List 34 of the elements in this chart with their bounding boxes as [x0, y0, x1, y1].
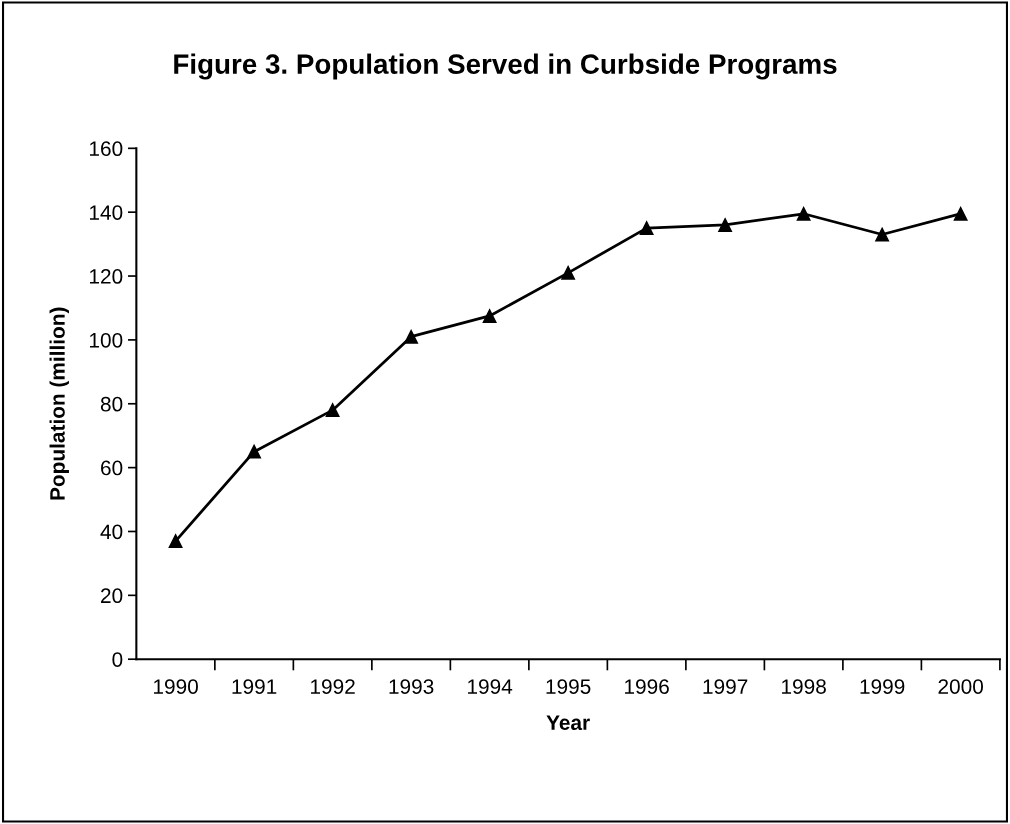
point — [875, 227, 890, 242]
x-tick-label: 1992 — [311, 679, 355, 694]
point — [561, 265, 576, 280]
y-tick-label: 160 — [89, 141, 123, 157]
point — [168, 534, 183, 549]
y-tick-label: 60 — [101, 460, 123, 476]
chart-title: Figure 3. Population Served in Curbside Programs — [174, 53, 837, 80]
y-tick-label: 40 — [100, 524, 123, 540]
x-tick-label: 2000 — [938, 679, 984, 694]
x-tick-label: 1997 — [703, 679, 748, 694]
x-tick-label: 1991 — [232, 679, 277, 694]
y-tick-label: 20 — [101, 588, 123, 604]
y-tick-label: 0 — [112, 652, 123, 667]
y-tick-label: 100 — [89, 332, 123, 348]
x-tick-label: 1996 — [625, 679, 669, 694]
y-axis-title: Population (million) — [49, 307, 69, 500]
point — [953, 206, 968, 221]
point — [482, 309, 497, 323]
point — [639, 221, 654, 236]
point — [325, 403, 340, 418]
x-tick-label: 1994 — [468, 679, 513, 694]
point — [247, 444, 262, 459]
point — [404, 329, 419, 344]
x-tick-label: 1990 — [154, 679, 198, 694]
x-tick-label: 1998 — [782, 679, 826, 694]
point — [796, 206, 811, 221]
x-tick-label: 1995 — [546, 679, 591, 694]
x-tick-label: 1999 — [860, 679, 905, 694]
y-tick-label: 140 — [89, 205, 123, 220]
x-axis-title: Year — [546, 715, 590, 731]
point — [718, 218, 733, 232]
y-tick-label: 120 — [89, 269, 123, 284]
x-tick-label: 1993 — [389, 679, 434, 694]
y-tick-label: 80 — [100, 396, 123, 412]
